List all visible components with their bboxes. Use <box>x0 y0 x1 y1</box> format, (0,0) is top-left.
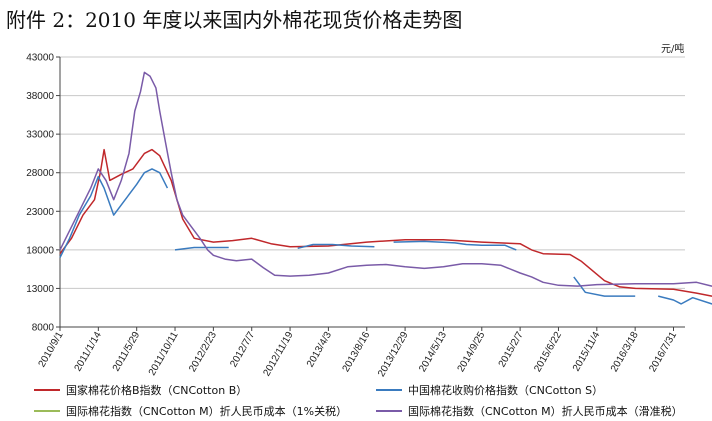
legend-label: 国际棉花指数（CNCotton M）折人民币成本（滑准税） <box>408 405 683 418</box>
axes <box>56 56 685 331</box>
series-line-1 <box>658 295 712 305</box>
legend-item-cncotton-b: 国家棉花价格B指数（CNCotton B） <box>34 382 247 398</box>
series-line-1 <box>573 276 636 297</box>
x-tick-label: 2016/3/18 <box>609 330 641 374</box>
x-tick-label: 2015/2/7 <box>497 330 526 370</box>
x-tick-label: 2013/8/16 <box>341 330 373 374</box>
legend-swatch <box>376 389 402 391</box>
x-tick-label: 2012/2/23 <box>187 330 219 374</box>
legend-label: 中国棉花收购价格指数（CNCotton S） <box>408 384 604 397</box>
x-tick-label: 2012/7/7 <box>228 330 257 370</box>
legend-item-cncotton-m-sliding: 国际棉花指数（CNCotton M）折人民币成本（滑准税） <box>376 403 683 419</box>
y-tick-label: 18000 <box>26 245 54 256</box>
legend-label: 国际棉花指数（CNCotton M）折人民币成本（1%关税） <box>66 405 348 418</box>
x-tick-label: 2013/12/29 <box>376 330 411 379</box>
x-tick-label: 2012/11/19 <box>261 330 295 379</box>
legend-swatch <box>34 389 60 391</box>
gridlines <box>60 56 685 289</box>
series-line-1 <box>174 246 229 251</box>
y-tick-label: 33000 <box>26 130 54 141</box>
y-tick-label: 8000 <box>32 323 55 334</box>
x-tick-label: 2016/7/31 <box>647 330 679 374</box>
series-line-3 <box>59 71 712 287</box>
y-tick-labels: 8000 13000 18000 23000 28000 33000 38000 43000 <box>26 53 54 334</box>
legend-item-cncotton-m-1pct: 国际棉花指数（CNCotton M）折人民币成本（1%关税） <box>34 403 347 419</box>
x-tick-label: 2011/10/11 <box>147 330 181 378</box>
x-tick-label: 2015/11/4 <box>571 330 603 374</box>
series-line-1 <box>393 240 517 251</box>
x-tick-label: 2015/6/22 <box>532 330 564 374</box>
x-tick-label: 2014/9/25 <box>456 330 488 374</box>
x-tick-label: 2014/5/13 <box>417 330 449 374</box>
y-tick-label: 38000 <box>26 91 54 102</box>
series-line-1 <box>297 243 375 250</box>
legend-item-cncotton-s: 中国棉花收购价格指数（CNCotton S） <box>376 382 603 398</box>
series-line-0 <box>59 148 712 297</box>
x-tick-label: 2011/5/29 <box>111 330 143 374</box>
y-tick-label: 13000 <box>26 284 54 295</box>
legend-swatch <box>376 410 402 412</box>
x-tick-label: 2013/4/3 <box>305 330 334 370</box>
y-tick-label: 28000 <box>26 168 54 179</box>
y-tick-label: 23000 <box>26 207 54 218</box>
x-tick-labels: 2010/9/1 2011/1/14 2011/5/29 2011/10/11 2012… <box>37 330 680 379</box>
y-axis-unit-label: 元/吨 <box>661 42 684 55</box>
page-title: 附件 2：2010 年度以来国内外棉花现货价格走势图 <box>6 8 463 32</box>
y-tick-label: 43000 <box>26 53 54 64</box>
x-tick-label: 2010/9/1 <box>37 330 66 370</box>
legend-swatch <box>34 410 60 412</box>
series-line-1 <box>59 168 169 258</box>
series-lines <box>59 71 712 305</box>
x-tick-label: 2011/1/14 <box>73 330 105 374</box>
legend-label: 国家棉花价格B指数（CNCotton B） <box>66 384 248 397</box>
